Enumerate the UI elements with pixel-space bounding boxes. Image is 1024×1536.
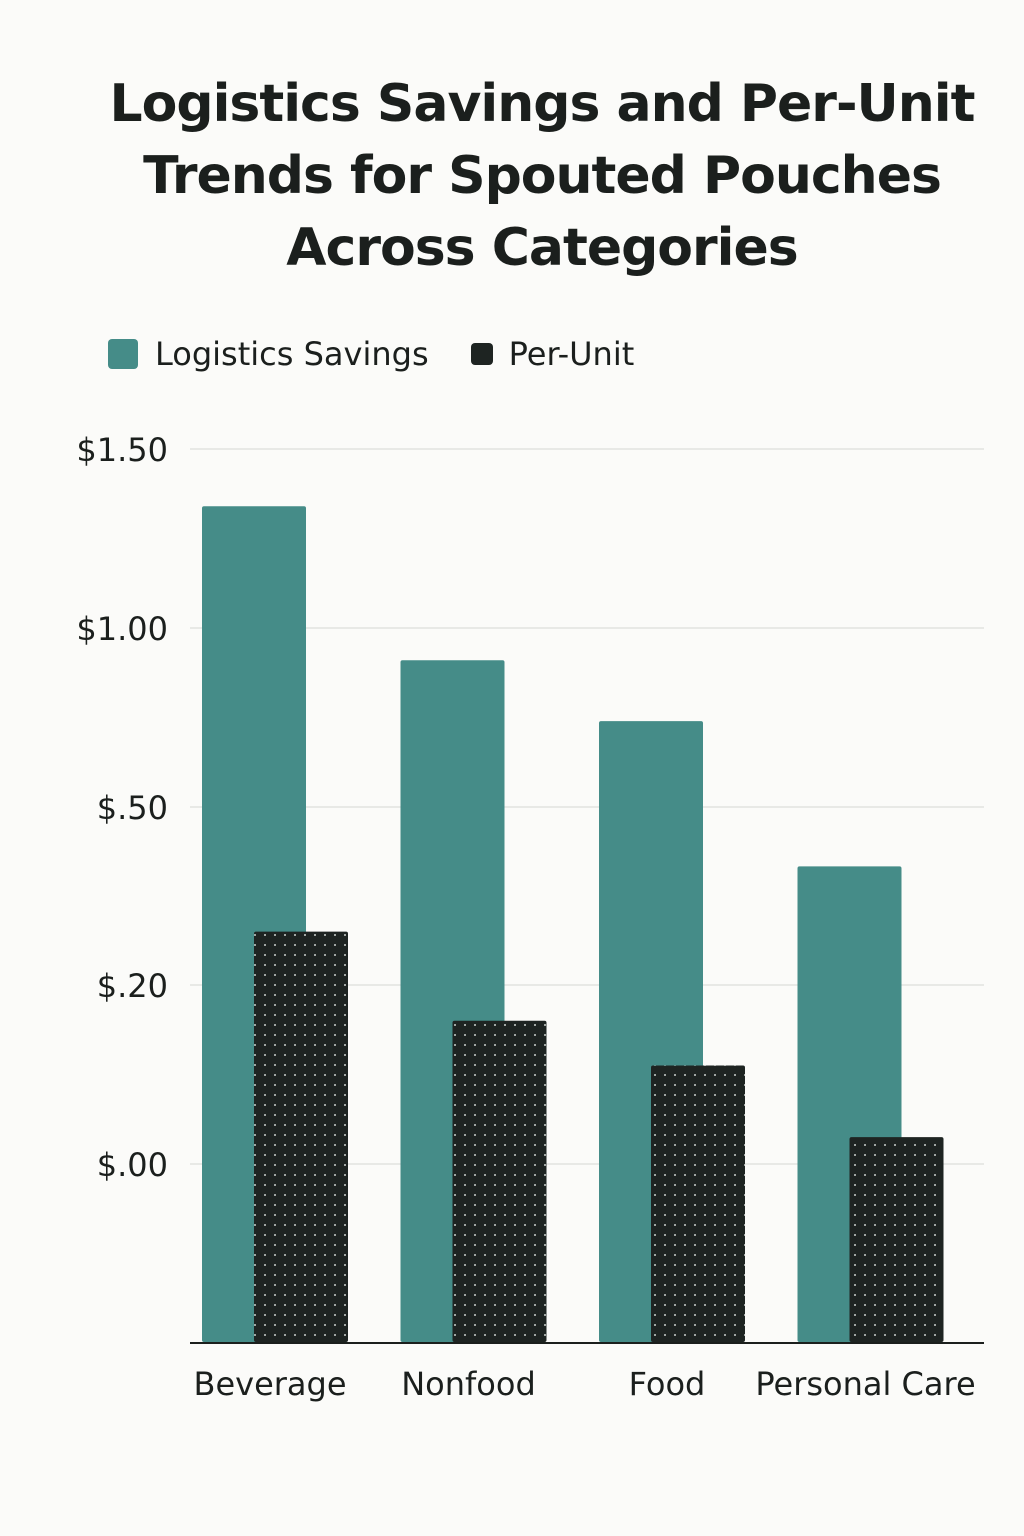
bar-per-unit-beverage bbox=[254, 931, 348, 1342]
y-tick-label-4: $1.50 bbox=[76, 431, 168, 469]
legend-swatch-per-unit bbox=[470, 343, 493, 365]
chart-legend: Logistics Savings Per-Unit bbox=[108, 332, 676, 376]
chart-title-line-2: Trends for Spouted Pouches bbox=[143, 146, 942, 206]
legend-swatch-logistics-savings bbox=[108, 339, 138, 369]
bars bbox=[202, 506, 944, 1342]
y-tick-label-0: $.00 bbox=[97, 1146, 168, 1184]
y-tick-label-2: $.50 bbox=[97, 789, 168, 827]
x-tick-label-nonfood: Nonfood bbox=[401, 1365, 536, 1403]
bar-per-unit-nonfood bbox=[452, 1020, 547, 1342]
y-axis-ticks: $.00 $.20 $.50 $1.00 $1.50 bbox=[76, 431, 168, 1184]
y-tick-label-1: $.20 bbox=[97, 967, 168, 1005]
x-axis-labels: Beverage Nonfood Food Personal Care bbox=[193, 1365, 975, 1403]
chart-title-line-3: Across Categories bbox=[286, 218, 798, 278]
chart-title-line-1: Logistics Savings and Per-Unit bbox=[109, 74, 976, 134]
legend-label-per-unit: Per-Unit bbox=[508, 335, 635, 373]
x-tick-label-personal-care: Personal Care bbox=[755, 1365, 975, 1403]
x-tick-label-food: Food bbox=[629, 1365, 706, 1403]
bar-per-unit-food bbox=[651, 1065, 745, 1342]
y-tick-label-3: $1.00 bbox=[76, 610, 168, 648]
legend-item-per-unit: Per-Unit bbox=[470, 335, 635, 373]
bar-per-unit-personal-care bbox=[849, 1137, 944, 1342]
legend-item-logistics-savings: Logistics Savings bbox=[108, 335, 429, 373]
x-tick-label-beverage: Beverage bbox=[193, 1365, 346, 1403]
legend-label-logistics-savings: Logistics Savings bbox=[155, 335, 429, 373]
chart-title: Logistics Savings and Per-Unit Trends fo… bbox=[40, 68, 1024, 284]
